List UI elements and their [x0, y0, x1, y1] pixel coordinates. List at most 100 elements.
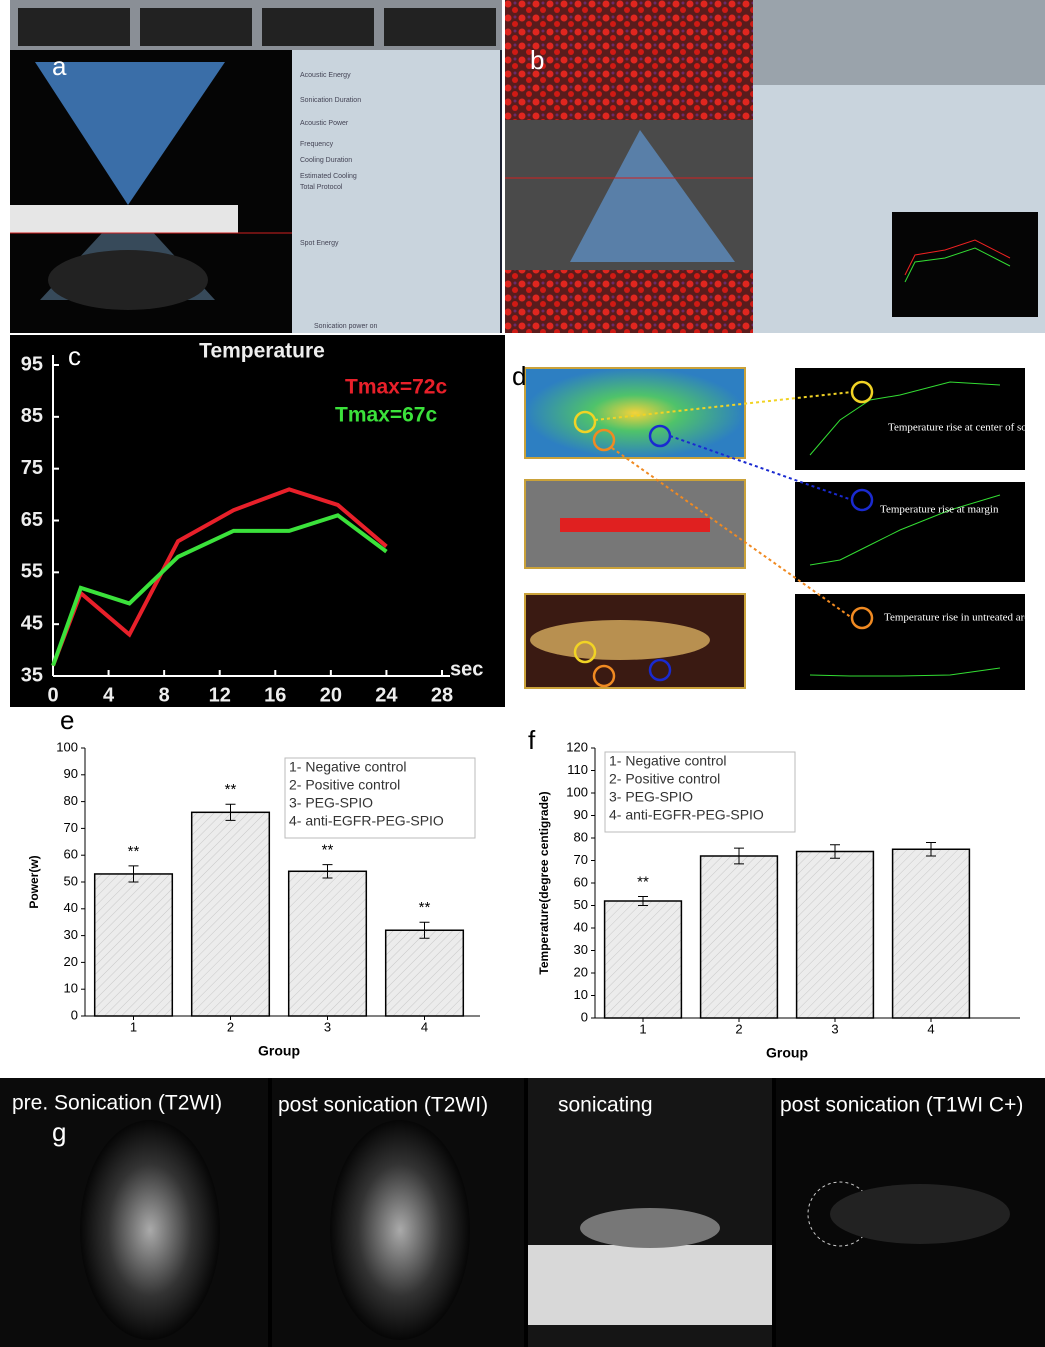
- x-tick-label: 4: [927, 1021, 934, 1036]
- y-tick-label: 90: [574, 807, 588, 822]
- y-tick-label: 40: [64, 900, 78, 915]
- legend-entry: Tmax=67c: [335, 404, 437, 427]
- y-tick-label: 95: [21, 353, 43, 375]
- y-tick-label: 60: [574, 874, 588, 889]
- significance-label: **: [419, 899, 431, 916]
- bar: [95, 874, 173, 1016]
- significance-label: **: [322, 842, 334, 859]
- y-tick-label: 65: [21, 509, 43, 531]
- ui-label: Cooling Duration: [300, 157, 352, 164]
- y-tick-label: 40: [574, 919, 588, 934]
- panel-g: pre. Sonication (T2WI) post sonication (…: [0, 1078, 1045, 1347]
- y-axis-label: Temperature(degree centigrade): [537, 791, 551, 974]
- significance-label: **: [128, 843, 140, 860]
- y-tick-label: 30: [574, 942, 588, 957]
- legend-entry: 2- Positive control: [609, 771, 720, 787]
- panel-label: e: [60, 705, 74, 735]
- x-axis-label: sec: [450, 658, 483, 680]
- y-tick-label: 10: [64, 981, 78, 996]
- y-tick-label: 70: [64, 820, 78, 835]
- annotation: Temperature rise in untreated area, 7mm …: [884, 612, 1045, 624]
- y-tick-label: 30: [64, 927, 78, 942]
- panel-a: Acoustic Energy Sonication Duration Acou…: [10, 0, 502, 333]
- annotation: Temperature rise at margin: [880, 504, 999, 516]
- y-tick-label: 80: [574, 829, 588, 844]
- legend-entry: 3- PEG-SPIO: [609, 789, 693, 805]
- y-tick-label: 20: [64, 954, 78, 969]
- x-tick-label: 1: [130, 1019, 137, 1034]
- y-tick-label: 0: [581, 1009, 588, 1024]
- panel-label: f: [528, 725, 536, 755]
- y-tick-label: 60: [64, 847, 78, 862]
- panel-label: c: [68, 341, 81, 371]
- legend-entry: 1- Negative control: [289, 759, 407, 775]
- y-tick-label: 85: [21, 405, 43, 427]
- panel-d: Temperature rise at center of sonication…: [512, 361, 1045, 690]
- y-tick-label: 0: [71, 1007, 78, 1022]
- legend-entry: 4- anti-EGFR-PEG-SPIO: [289, 813, 444, 829]
- ui-label: Total Protocol: [300, 184, 343, 191]
- x-tick-label: 0: [47, 684, 58, 706]
- x-tick-label: 24: [375, 684, 398, 706]
- x-tick-label: 3: [324, 1019, 331, 1034]
- y-tick-label: 50: [64, 873, 78, 888]
- y-tick-label: 10: [574, 987, 588, 1002]
- y-tick-label: 55: [21, 561, 43, 583]
- y-tick-label: 20: [574, 964, 588, 979]
- x-tick-label: 20: [320, 684, 342, 706]
- caption: sonicating: [558, 1094, 653, 1117]
- y-tick-label: 120: [566, 739, 588, 754]
- y-tick-label: 110: [567, 762, 588, 777]
- ui-label: Sonication power on: [314, 323, 378, 330]
- y-tick-label: 50: [574, 897, 588, 912]
- ui-label: Spot Energy: [300, 240, 339, 247]
- x-tick-label: 2: [735, 1021, 742, 1036]
- y-tick-label: 80: [64, 793, 78, 808]
- bar: [289, 871, 367, 1016]
- chart-title: Temperature: [199, 340, 325, 363]
- y-tick-label: 75: [21, 457, 43, 479]
- y-tick-label: 35: [21, 664, 43, 686]
- ui-label: Acoustic Power: [300, 120, 349, 127]
- bar: [605, 901, 682, 1018]
- ui-label: Acoustic Energy: [300, 72, 351, 79]
- x-tick-label: 1: [639, 1021, 646, 1036]
- panel-label: a: [52, 51, 67, 81]
- panel-label: b: [530, 45, 544, 75]
- y-tick-label: 90: [64, 766, 78, 781]
- x-tick-label: 3: [831, 1021, 838, 1036]
- y-tick-label: 70: [574, 852, 588, 867]
- y-axis-label: Power(w): [27, 855, 41, 908]
- legend-entry: 1- Negative control: [609, 753, 727, 769]
- caption: post sonication (T2WI): [278, 1094, 488, 1117]
- legend-entry: 2- Positive control: [289, 777, 400, 793]
- panel-b: b: [505, 0, 1045, 333]
- annotation: Temperature rise at center of sonication…: [888, 422, 1045, 434]
- x-tick-label: 4: [103, 684, 115, 706]
- panel-label: d: [512, 361, 526, 391]
- y-tick-label: 45: [21, 612, 43, 634]
- x-tick-label: 2: [227, 1019, 234, 1034]
- legend-entry: 3- PEG-SPIO: [289, 795, 373, 811]
- x-tick-label: 8: [159, 684, 170, 706]
- significance-label: **: [225, 781, 237, 798]
- ui-label: Sonication Duration: [300, 97, 361, 104]
- legend-entry: Tmax=72c: [345, 376, 447, 399]
- bar: [797, 852, 874, 1019]
- x-axis-label: Group: [258, 1043, 300, 1059]
- y-tick-label: 100: [566, 784, 588, 799]
- bar: [192, 812, 270, 1016]
- bar: [386, 930, 464, 1016]
- figure: Acoustic Energy Sonication Duration Acou…: [0, 0, 1045, 1347]
- x-tick-label: 16: [264, 684, 286, 706]
- x-tick-label: 4: [421, 1019, 428, 1034]
- y-tick-label: 100: [56, 739, 78, 754]
- ui-label: Frequency: [300, 141, 334, 148]
- legend-entry: 4- anti-EGFR-PEG-SPIO: [609, 807, 764, 823]
- bar: [701, 856, 778, 1018]
- x-axis-label: Group: [766, 1045, 808, 1061]
- significance-label: **: [637, 873, 649, 890]
- ui-label: Estimated Cooling: [300, 173, 357, 180]
- panel-label: g: [52, 1117, 66, 1147]
- caption: pre. Sonication (T2WI): [12, 1092, 222, 1115]
